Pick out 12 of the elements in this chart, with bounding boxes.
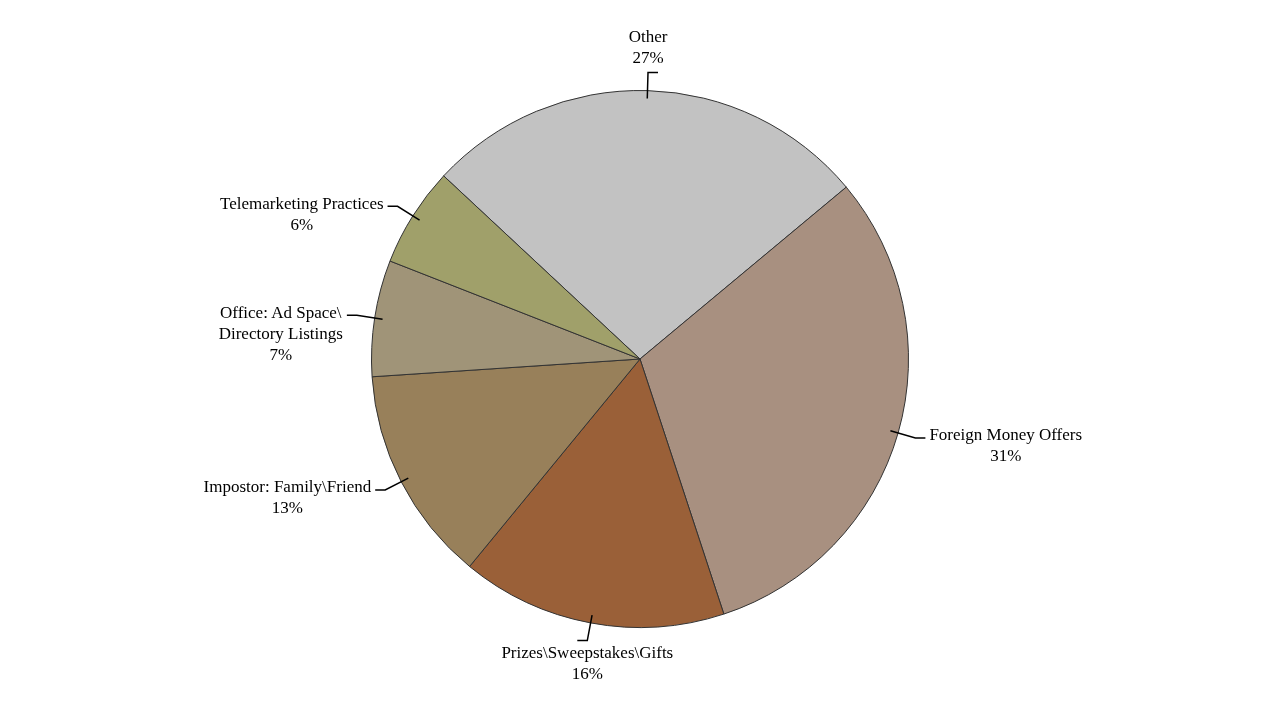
data-label: 16% bbox=[571, 663, 603, 683]
slice-label: Other bbox=[628, 26, 668, 46]
slice-label: Telemarketing Practices bbox=[220, 193, 384, 213]
slice-label: Impostor: Family\Friend bbox=[203, 477, 372, 497]
data-label: 31% bbox=[990, 446, 1022, 466]
data-label: 27% bbox=[632, 47, 664, 67]
data-label: 7% bbox=[269, 344, 293, 364]
data-label: 6% bbox=[290, 214, 314, 234]
data-label: 13% bbox=[271, 498, 303, 518]
slice-label: Foreign Money Offers bbox=[929, 425, 1083, 445]
slice-label: Office: Ad Space\ Directory Listings bbox=[218, 302, 343, 343]
slice-label: Prizes\Sweepstakes\Gifts bbox=[501, 642, 674, 662]
